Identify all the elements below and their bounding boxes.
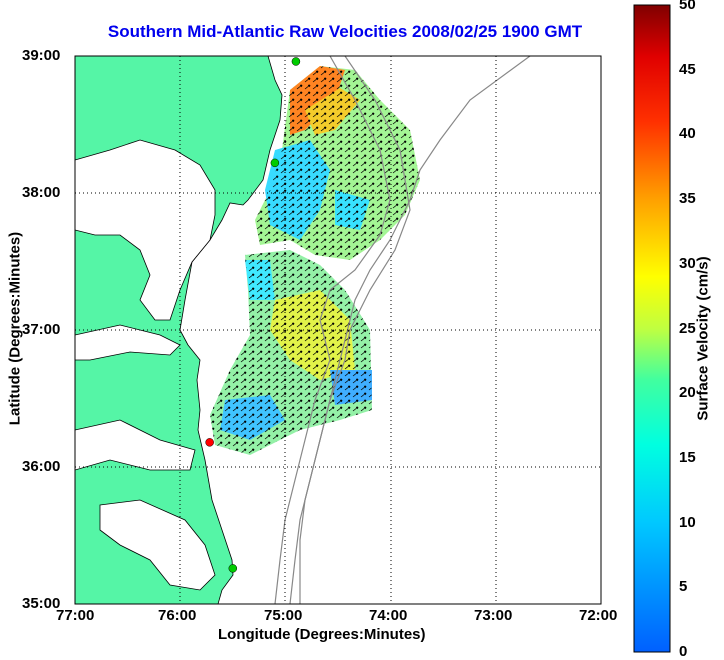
station-marker	[270, 158, 280, 168]
colorbar-tick: 20	[679, 384, 696, 402]
colorbar-tick: 5	[679, 578, 688, 596]
station-markers	[205, 57, 301, 573]
colorbar-tick: 50	[679, 0, 696, 13]
station-marker	[228, 564, 238, 573]
colorbar-tick: 45	[679, 60, 696, 78]
colorbar-tick: 0	[679, 643, 688, 660]
station-marker	[291, 57, 301, 66]
colorbar-tick: 10	[679, 513, 696, 531]
colorbar-tick: 15	[679, 448, 696, 466]
x-tick: 76:00	[158, 607, 197, 624]
x-tick: 75:00	[264, 607, 303, 624]
colorbar-tick: 30	[679, 254, 696, 272]
y-tick: 38:00	[22, 184, 61, 201]
station-marker	[205, 438, 214, 447]
y-tick: 37:00	[22, 321, 61, 338]
x-axis-label: Longitude (Degrees:Minutes)	[218, 626, 426, 643]
colorbar-tick: 25	[679, 319, 696, 337]
colorbar-tick: 35	[679, 190, 696, 208]
x-tick: 73:00	[474, 607, 513, 624]
x-tick: 74:00	[369, 607, 408, 624]
y-tick: 39:00	[22, 47, 61, 64]
x-tick: 77:00	[56, 607, 95, 624]
y-tick: 35:00	[22, 595, 61, 612]
colorbar	[633, 4, 671, 653]
colorbar-label: Surface Velocity (cm/s)	[694, 256, 712, 421]
y-tick: 36:00	[22, 458, 61, 475]
bathymetry-contours	[274, 56, 531, 604]
grid-lines	[75, 56, 601, 604]
y-axis-label: Latitude (Degrees:Minutes)	[6, 231, 24, 426]
colorbar-tick: 40	[679, 125, 696, 143]
plot-frame	[74, 55, 602, 605]
chart-title: Southern Mid-Atlantic Raw Velocities 200…	[107, 22, 583, 41]
x-tick: 72:00	[579, 607, 618, 624]
